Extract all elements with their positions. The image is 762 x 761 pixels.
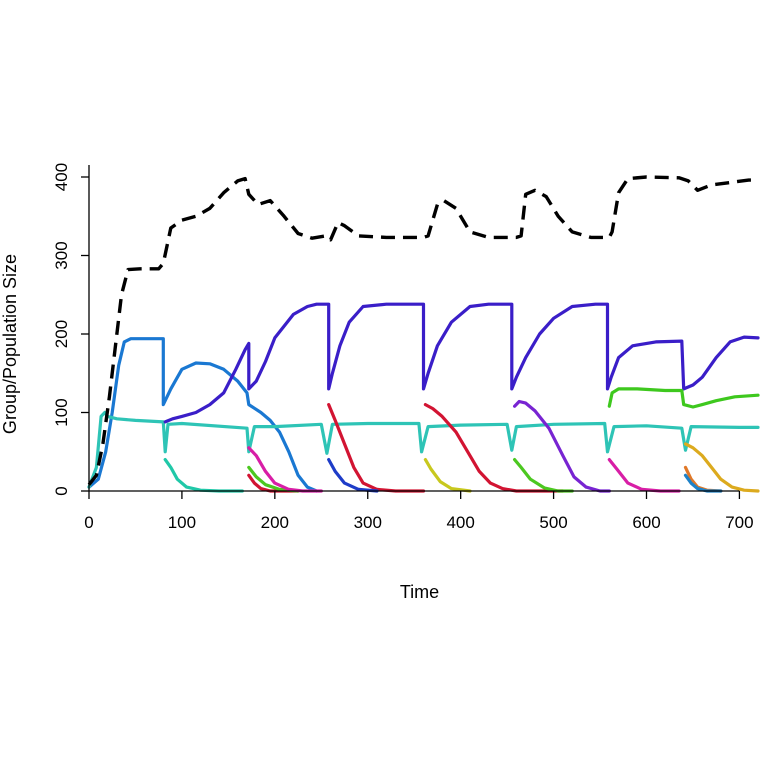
x-tick-label: 200 <box>261 513 289 532</box>
x-tick-label: 300 <box>354 513 382 532</box>
x-tick-label: 400 <box>446 513 474 532</box>
series-layer <box>87 175 760 493</box>
x-tick-label: 500 <box>539 513 567 532</box>
series-line-19 <box>683 442 760 493</box>
y-ticks: 0 100 200 300 400 <box>52 163 89 496</box>
series-line-4 <box>163 458 244 493</box>
series-line-11 <box>423 458 472 493</box>
series-line-1 <box>87 175 758 486</box>
x-tick-label: 0 <box>84 513 93 532</box>
series-line-15 <box>607 458 681 493</box>
series-line-9 <box>327 403 426 493</box>
x-tick-label: 100 <box>168 513 196 532</box>
x-axis-title: Time <box>400 582 439 602</box>
x-tick-label: 600 <box>632 513 660 532</box>
y-tick-label: 0 <box>52 486 71 495</box>
series-line-2 <box>87 337 319 493</box>
series-line-10 <box>327 458 379 493</box>
y-tick-label: 100 <box>52 398 71 426</box>
y-tick-label: 400 <box>52 163 71 191</box>
axes: 0 100 200 300 400 500 600 700 0 100 200 300 400 <box>52 163 754 532</box>
series-line-16 <box>607 387 760 409</box>
series-line-12 <box>423 403 565 493</box>
x-ticks: 0 100 200 300 400 500 600 700 <box>84 491 754 532</box>
x-tick-label: 700 <box>725 513 753 532</box>
series-line-8 <box>247 446 323 493</box>
series-line-3 <box>87 410 760 489</box>
y-axis-title: Group/Population Size <box>0 254 20 434</box>
series-line-13 <box>513 458 574 493</box>
series-line-14 <box>513 399 611 493</box>
y-tick-label: 200 <box>52 320 71 348</box>
y-tick-label: 300 <box>52 241 71 269</box>
series-line-5 <box>163 302 760 424</box>
series-line-7 <box>247 465 300 493</box>
